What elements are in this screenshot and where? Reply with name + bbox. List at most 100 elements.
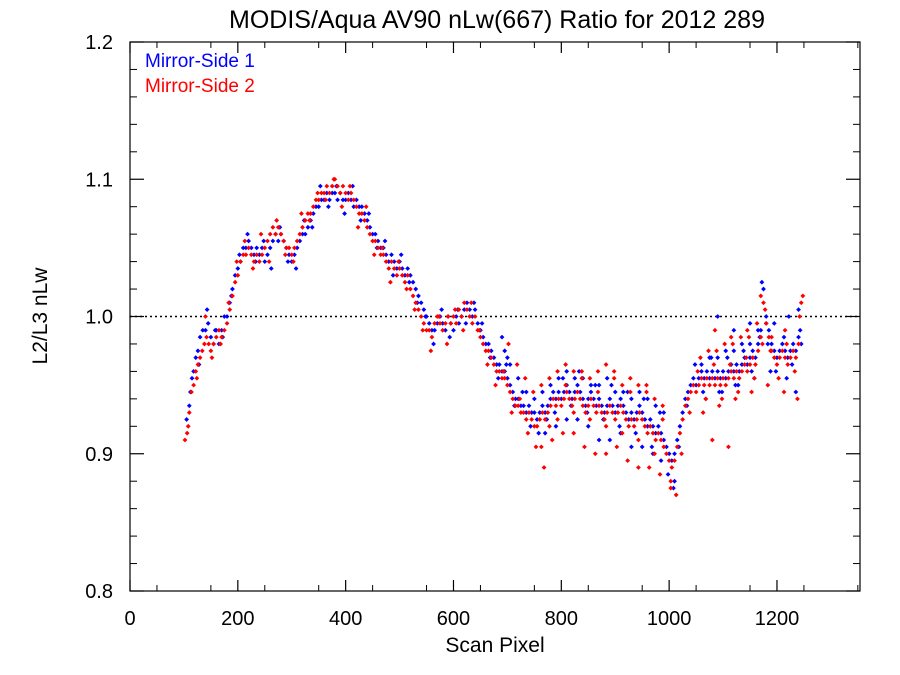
mirror-side-2-point <box>337 190 343 196</box>
mirror-side-1-point <box>609 382 614 388</box>
y-tick-label: 1.2 <box>85 32 113 54</box>
mirror-side-1-point <box>763 314 769 319</box>
mirror-side-1-point <box>723 375 729 381</box>
mirror-side-2-point <box>388 279 393 285</box>
mirror-side-1-point <box>712 375 718 381</box>
mirror-side-2-point <box>193 369 199 374</box>
mirror-side-2-point <box>420 327 426 333</box>
mirror-side-2-point <box>644 382 649 388</box>
mirror-side-2-point <box>521 410 526 415</box>
mirror-side-1-point <box>256 252 262 258</box>
mirror-side-1-point <box>456 320 462 326</box>
mirror-side-1-point <box>413 286 419 292</box>
mirror-side-1-point <box>774 355 780 361</box>
mirror-side-2-point <box>530 389 536 395</box>
mirror-side-2-point <box>793 355 799 361</box>
mirror-side-1-point <box>779 341 785 347</box>
y-tick-label: 0.9 <box>85 444 113 466</box>
mirror-side-2-point <box>486 348 491 354</box>
mirror-side-2-point <box>746 334 752 340</box>
mirror-side-2-point <box>469 320 475 326</box>
mirror-side-1-point <box>542 410 548 415</box>
mirror-side-2-point <box>445 314 451 319</box>
mirror-side-2-point <box>517 396 523 402</box>
mirror-side-2-point <box>494 369 500 374</box>
mirror-side-2-point <box>421 320 427 326</box>
mirror-side-1-point <box>375 238 381 244</box>
mirror-side-1-point <box>313 204 319 210</box>
mirror-side-1-point <box>629 410 634 415</box>
mirror-side-2-point <box>706 348 711 354</box>
mirror-side-2-point <box>480 341 486 347</box>
mirror-side-1-point <box>351 204 357 210</box>
mirror-side-1-point <box>553 396 559 402</box>
mirror-side-2-point <box>560 430 566 436</box>
mirror-side-2-point <box>199 348 205 354</box>
mirror-side-1-point <box>693 382 699 388</box>
mirror-side-2-point <box>758 293 764 299</box>
mirror-side-2-point <box>232 279 238 285</box>
mirror-side-1-point <box>645 396 650 402</box>
chart-title: MODIS/Aqua AV90 nLw(667) Ratio for 2012 … <box>229 6 765 34</box>
mirror-side-1-point <box>657 410 663 415</box>
mirror-side-1-point <box>645 423 650 429</box>
mirror-side-2-point <box>712 327 718 333</box>
mirror-side-2-point <box>182 437 188 443</box>
mirror-side-1-point <box>265 252 270 258</box>
mirror-side-2-point <box>537 417 543 422</box>
mirror-side-1-point <box>286 252 292 258</box>
mirror-side-1-point <box>407 272 413 278</box>
mirror-side-2-point <box>571 369 577 374</box>
mirror-side-1-point <box>488 348 494 354</box>
mirror-side-2-point <box>625 458 631 464</box>
mirror-side-1-point <box>293 266 299 271</box>
mirror-side-2-point <box>405 272 411 278</box>
mirror-side-1-point <box>309 224 315 230</box>
mirror-side-1-point <box>750 348 756 354</box>
mirror-side-1-point <box>197 334 203 340</box>
mirror-side-1-point <box>747 341 753 347</box>
mirror-side-2-point <box>251 259 257 264</box>
mirror-side-2-point <box>394 272 400 278</box>
mirror-side-1-point <box>620 389 626 395</box>
mirror-side-1-point <box>704 369 710 374</box>
mirror-side-2-point <box>728 334 734 340</box>
mirror-side-1-point <box>406 279 412 285</box>
mirror-side-1-point <box>464 300 470 306</box>
mirror-side-2-point <box>652 451 657 457</box>
mirror-side-2-point <box>440 327 446 333</box>
mirror-side-2-point <box>204 334 209 340</box>
mirror-side-2-point <box>596 403 602 409</box>
mirror-side-2-point <box>436 314 442 319</box>
mirror-side-2-point <box>720 375 726 381</box>
mirror-side-2-point <box>246 245 252 251</box>
data-points <box>182 176 806 498</box>
mirror-side-1-point <box>342 211 347 216</box>
mirror-side-1-point <box>324 190 330 196</box>
mirror-side-1-point <box>639 410 645 415</box>
mirror-side-1-point <box>205 320 211 326</box>
mirror-side-2-point <box>243 252 249 258</box>
mirror-side-1-point <box>720 369 726 374</box>
mirror-side-2-point <box>788 355 793 361</box>
mirror-side-2-point <box>685 396 691 402</box>
mirror-side-1-point <box>262 259 268 264</box>
mirror-side-2-point <box>627 389 633 395</box>
mirror-side-2-point <box>396 259 401 264</box>
mirror-side-1-point <box>463 320 469 326</box>
mirror-side-2-point <box>238 259 243 264</box>
mirror-side-2-point <box>208 348 214 354</box>
x-tick-label: 800 <box>545 608 578 630</box>
mirror-side-2-point <box>383 259 389 264</box>
mirror-side-2-point <box>693 389 699 395</box>
mirror-side-2-point <box>668 478 674 484</box>
mirror-side-1-point <box>639 444 645 450</box>
mirror-side-1-point <box>372 231 378 237</box>
mirror-side-2-point <box>615 410 621 415</box>
mirror-side-2-point <box>274 218 280 223</box>
mirror-side-2-point <box>432 320 438 326</box>
mirror-side-1-point <box>327 197 332 203</box>
mirror-side-1-point <box>453 314 459 319</box>
mirror-side-2-point <box>626 423 632 429</box>
mirror-side-1-point <box>310 211 316 216</box>
